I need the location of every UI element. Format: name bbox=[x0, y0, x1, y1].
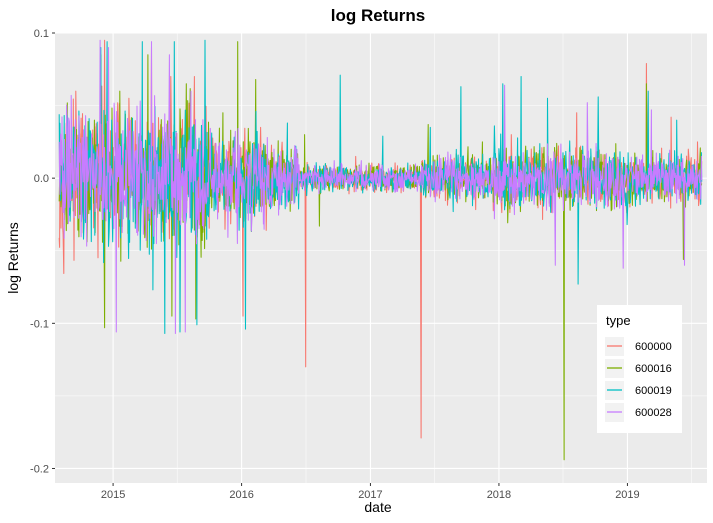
x-axis-title: date bbox=[364, 499, 391, 515]
y-axis-title: log Returns bbox=[5, 222, 21, 294]
x-tick-label: 2017 bbox=[358, 489, 382, 501]
x-tick-label: 2015 bbox=[101, 489, 125, 501]
legend-label: 600019 bbox=[635, 385, 672, 397]
series-line-600028 bbox=[58, 39, 703, 335]
x-tick-label: 2016 bbox=[229, 489, 253, 501]
legend-item-600000: 600000 bbox=[605, 337, 672, 356]
x-axis: 2015 2016 2017 2018 2019 bbox=[101, 483, 640, 501]
y-tick-label: 0.1 bbox=[34, 28, 49, 40]
legend-item-600016: 600016 bbox=[605, 359, 672, 378]
x-tick-label: 2019 bbox=[615, 489, 639, 501]
legend-title: type bbox=[606, 313, 631, 328]
x-tick-label: 2018 bbox=[487, 489, 511, 501]
y-tick-label: 0.0 bbox=[34, 173, 49, 185]
grid-minor bbox=[55, 33, 707, 483]
series-layer bbox=[58, 39, 703, 461]
legend-label: 600028 bbox=[635, 407, 672, 419]
chart-title: log Returns bbox=[331, 6, 425, 25]
legend: type 600000 600016 600019 600028 bbox=[597, 305, 682, 433]
y-tick-label: -0.2 bbox=[30, 463, 49, 475]
y-tick-label: -0.1 bbox=[30, 318, 49, 330]
legend-label: 600016 bbox=[635, 363, 672, 375]
legend-item-600028: 600028 bbox=[605, 403, 672, 422]
legend-label: 600000 bbox=[635, 341, 672, 353]
legend-item-600019: 600019 bbox=[605, 381, 672, 400]
y-axis: 0.1 0.0 -0.1 -0.2 bbox=[30, 28, 55, 475]
